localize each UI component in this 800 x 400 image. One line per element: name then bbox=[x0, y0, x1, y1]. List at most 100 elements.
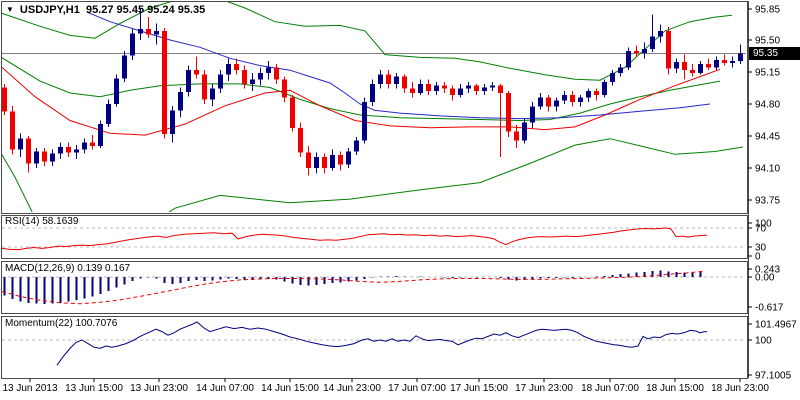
rsi-axis-label: 0 bbox=[755, 252, 761, 263]
candle-body bbox=[626, 50, 631, 68]
price-axis-label: 95.50 bbox=[755, 36, 780, 47]
candle-body bbox=[706, 63, 711, 68]
candle-body bbox=[538, 97, 543, 107]
chart-title-row: ▼ USDJPY,H1 95.27 95.45 95.24 95.35 bbox=[6, 4, 205, 16]
candle-body bbox=[18, 138, 23, 150]
momentum-axis-label: 100 bbox=[755, 336, 772, 347]
candle-body bbox=[618, 67, 623, 73]
candle-body bbox=[2, 87, 7, 112]
rsi-indicator-label: RSI(14) 58.1639 bbox=[5, 216, 79, 227]
candle-body bbox=[570, 94, 575, 103]
candle-body bbox=[202, 74, 207, 100]
candle-body bbox=[650, 36, 655, 50]
candle-body bbox=[170, 110, 175, 135]
main-panel-layer bbox=[2, 2, 746, 212]
candle-body bbox=[698, 63, 703, 73]
candle-body bbox=[322, 157, 327, 168]
candle-body bbox=[714, 60, 719, 68]
candle-body bbox=[642, 49, 647, 53]
rsi-panel-layer bbox=[2, 227, 746, 251]
candle-body bbox=[722, 60, 727, 63]
candle-body bbox=[466, 85, 471, 89]
symbol-ohlc-title: USDJPY,H1 95.27 95.45 95.24 95.35 bbox=[19, 4, 206, 16]
time-axis: 13 Jun 2013 13 Jun 15:00 13 Jun 23:00 14 Ju… bbox=[2, 378, 769, 394]
candle-body bbox=[594, 91, 599, 95]
price-axis-label: 95.15 bbox=[755, 68, 780, 79]
candle-body bbox=[362, 102, 367, 141]
candle-body bbox=[42, 151, 47, 162]
candle-body bbox=[66, 146, 71, 153]
rsi-axis-label: 100 bbox=[755, 219, 772, 230]
candle-body bbox=[314, 157, 319, 168]
candle-body bbox=[210, 88, 215, 100]
candle-body bbox=[306, 152, 311, 168]
candle-body bbox=[250, 79, 255, 84]
candle-body bbox=[258, 72, 263, 80]
momentum-axis-label: 97.1005 bbox=[755, 370, 792, 381]
candles-layer bbox=[2, 8, 743, 176]
chart-dropdown-arrow-icon: ▼ bbox=[6, 5, 14, 14]
macd-axis-label: 0.00 bbox=[755, 273, 775, 284]
candle-body bbox=[586, 91, 591, 98]
candle-body bbox=[410, 88, 415, 94]
time-axis-label: 17 Jun 07:00 bbox=[388, 383, 446, 394]
candle-body bbox=[154, 30, 159, 35]
candle-body bbox=[90, 142, 95, 147]
candle-body bbox=[330, 155, 335, 168]
candle-body bbox=[434, 85, 439, 92]
candle-body bbox=[426, 83, 431, 92]
candle-body bbox=[122, 55, 127, 79]
rsi-axis-label: 30 bbox=[755, 243, 767, 254]
candle-body bbox=[282, 79, 287, 98]
candle-body bbox=[498, 85, 503, 94]
candle-body bbox=[634, 50, 639, 53]
panel-border bbox=[1, 1, 748, 214]
candle-body bbox=[442, 85, 447, 89]
time-axis-label: 14 Jun 15:00 bbox=[261, 383, 319, 394]
time-axis-label: 18 Jun 07:00 bbox=[581, 383, 639, 394]
candle-body bbox=[34, 151, 39, 164]
candle-body bbox=[514, 131, 519, 141]
candle-body bbox=[162, 30, 167, 135]
candle-body bbox=[522, 122, 527, 141]
candle-body bbox=[138, 29, 143, 34]
time-axis-label: 14 Jun 07:00 bbox=[196, 383, 254, 394]
rsi-axis-label: 70 bbox=[755, 224, 767, 235]
candle-body bbox=[74, 149, 79, 153]
candle-body bbox=[402, 76, 407, 89]
time-axis-label: 13 Jun 2013 bbox=[2, 383, 57, 394]
panel-borders bbox=[1, 1, 749, 379]
candle-body bbox=[738, 53, 743, 62]
candle-body bbox=[218, 74, 223, 89]
candle-body bbox=[346, 151, 351, 165]
candle-body bbox=[26, 138, 31, 164]
candle-body bbox=[130, 33, 135, 56]
price-axis-label: 94.80 bbox=[755, 100, 780, 111]
candle-body bbox=[10, 111, 15, 150]
candle-body bbox=[386, 74, 391, 84]
macd-indicator-label: MACD(12,26,9) 0.139 0.167 bbox=[5, 263, 131, 274]
candle-body bbox=[562, 94, 567, 101]
candle-body bbox=[378, 74, 383, 84]
candle-body bbox=[474, 85, 479, 92]
candle-body bbox=[666, 30, 671, 69]
time-axis-label: 13 Jun 23:00 bbox=[130, 383, 188, 394]
candle-body bbox=[482, 87, 487, 92]
candle-body bbox=[82, 142, 87, 150]
price-axis-label: 93.75 bbox=[755, 196, 780, 207]
candle-body bbox=[106, 104, 111, 125]
candle-body bbox=[58, 146, 63, 154]
candle-body bbox=[186, 70, 191, 93]
candle-body bbox=[50, 153, 55, 162]
candle-body bbox=[546, 97, 551, 107]
candle-body bbox=[506, 93, 511, 132]
candle-body bbox=[682, 61, 687, 71]
candle-body bbox=[226, 63, 231, 75]
time-axis-label: 17 Jun 23:00 bbox=[515, 383, 573, 394]
candle-body bbox=[394, 76, 399, 84]
time-axis-label: 18 Jun 23:00 bbox=[711, 383, 769, 394]
candle-body bbox=[674, 61, 679, 69]
momentum-axis-label: 101.4967 bbox=[755, 320, 797, 331]
